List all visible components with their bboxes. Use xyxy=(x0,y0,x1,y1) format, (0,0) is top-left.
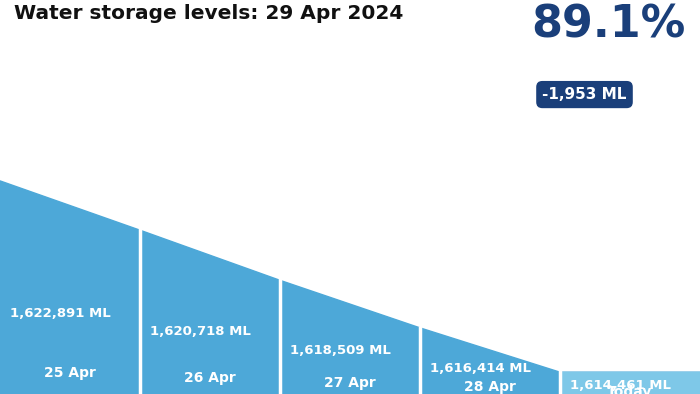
Text: Today: Today xyxy=(608,385,652,394)
Text: 28 Apr: 28 Apr xyxy=(464,380,516,394)
Text: 1,622,891 ML: 1,622,891 ML xyxy=(10,307,111,320)
Text: 89.1%: 89.1% xyxy=(532,4,686,47)
Text: 25 Apr: 25 Apr xyxy=(44,366,96,380)
Text: 1,616,414 ML: 1,616,414 ML xyxy=(430,362,531,375)
Text: 26 Apr: 26 Apr xyxy=(184,371,236,385)
Text: Water storage levels: 29 Apr 2024: Water storage levels: 29 Apr 2024 xyxy=(14,4,403,23)
Text: 27 Apr: 27 Apr xyxy=(324,375,376,390)
Text: 1,614,461 ML: 1,614,461 ML xyxy=(570,379,671,392)
Text: 1,620,718 ML: 1,620,718 ML xyxy=(150,325,251,338)
Polygon shape xyxy=(0,181,700,394)
Text: 1,618,509 ML: 1,618,509 ML xyxy=(290,344,391,357)
Text: -1,953 ML: -1,953 ML xyxy=(542,87,626,102)
Polygon shape xyxy=(560,372,700,394)
